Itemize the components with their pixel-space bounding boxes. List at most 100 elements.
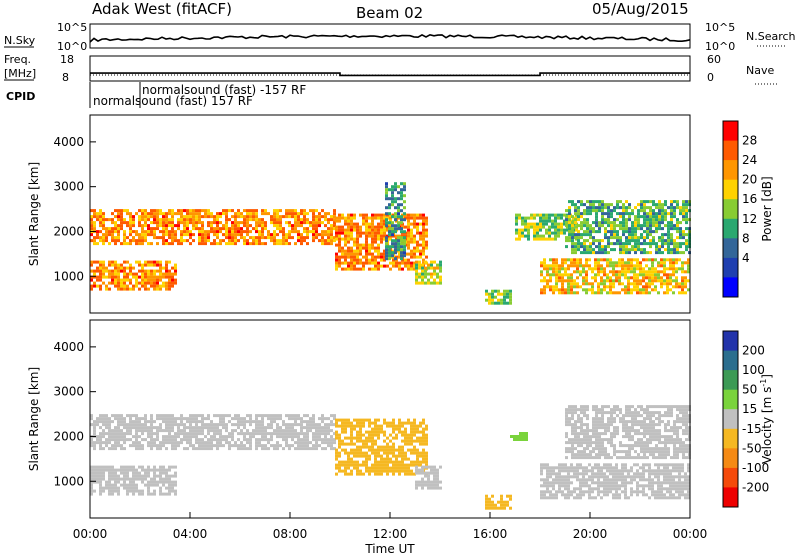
power-cell [415, 275, 418, 279]
power-cell [606, 273, 609, 277]
velocity-cell [404, 430, 407, 434]
power-cell [388, 233, 391, 237]
velocity-cell [132, 489, 135, 493]
velocity-cell [567, 493, 570, 497]
velocity-cell [129, 420, 132, 424]
velocity-cell [150, 480, 153, 484]
velocity-cell [315, 423, 318, 427]
velocity-cell [628, 444, 631, 448]
power-cell [347, 222, 350, 226]
power-cell [660, 285, 663, 289]
power-cell [524, 219, 527, 223]
power-cell [153, 218, 156, 222]
power-cell [658, 221, 661, 225]
velocity-cell [488, 497, 491, 501]
velocity-cell [652, 432, 655, 436]
velocity-cell [356, 418, 359, 422]
power-cell [392, 213, 395, 217]
power-cell [588, 264, 591, 268]
power-cell [657, 276, 660, 280]
power-cell [288, 209, 291, 213]
velocity-cell [646, 429, 649, 433]
power-cell [615, 279, 618, 283]
velocity-cell [93, 471, 96, 475]
velocity-cell [648, 496, 651, 500]
power-cell [628, 218, 631, 222]
velocity-cell [577, 444, 580, 448]
power-cell [192, 212, 195, 216]
power-cell [397, 212, 400, 216]
power-cell [503, 298, 506, 302]
velocity-cell [540, 463, 543, 467]
power-cell [503, 292, 506, 296]
power-cell [162, 281, 165, 285]
power-cell [646, 251, 649, 255]
velocity-cell [675, 484, 678, 488]
velocity-cell [156, 444, 159, 448]
power-cell [198, 233, 201, 237]
velocity-cell [135, 429, 138, 433]
power-cell [165, 284, 168, 288]
power-cell [213, 242, 216, 246]
velocity-cell [630, 478, 633, 482]
power-cell [297, 221, 300, 225]
power-cell [589, 248, 592, 252]
power-cell [573, 270, 576, 274]
power-cell [249, 218, 252, 222]
velocity-cell [192, 420, 195, 424]
power-cell [433, 278, 436, 282]
velocity-cell [153, 471, 156, 475]
velocity-cell [356, 433, 359, 437]
velocity-cell [586, 429, 589, 433]
power-cell [129, 227, 132, 231]
power-cell [338, 225, 341, 229]
velocity-cell [306, 414, 309, 418]
velocity-cell [425, 454, 428, 458]
velocity-cell [162, 429, 165, 433]
power-cell [676, 227, 679, 231]
velocity-cell [398, 448, 401, 452]
velocity-cell [616, 429, 619, 433]
velocity-cell [582, 490, 585, 494]
power-cell [168, 233, 171, 237]
velocity-cell [413, 430, 416, 434]
power-cell [595, 239, 598, 243]
velocity-cell [141, 429, 144, 433]
power-cell [297, 230, 300, 234]
velocity-cell [306, 441, 309, 445]
power-cell [93, 221, 96, 225]
power-cell [627, 267, 630, 271]
power-cell [589, 227, 592, 231]
velocity-cell [344, 463, 347, 467]
velocity-cell [540, 478, 543, 482]
velocity-cell [583, 450, 586, 454]
power-cell [679, 245, 682, 249]
velocity-cell [552, 478, 555, 482]
power-cell [621, 270, 624, 274]
velocity-cell [335, 451, 338, 455]
power-cell [607, 242, 610, 246]
power-cell [679, 242, 682, 246]
power-cell [592, 230, 595, 234]
velocity-cell [168, 486, 171, 490]
power-cell [165, 218, 168, 222]
velocity-cell [398, 424, 401, 428]
power-cell [123, 278, 126, 282]
velocity-cell [114, 438, 117, 442]
velocity-cell [341, 424, 344, 428]
velocity-cell [606, 490, 609, 494]
power-cell [410, 216, 413, 220]
power-cell [353, 240, 356, 244]
velocity-cell [601, 450, 604, 454]
velocity-cell [597, 472, 600, 476]
power-cell [634, 206, 637, 210]
power-cell [186, 209, 189, 213]
velocity-cell [586, 444, 589, 448]
power-cell [383, 213, 386, 217]
power-cell [643, 236, 646, 240]
power-cell [557, 225, 560, 229]
power-cell [264, 242, 267, 246]
velocity-cell [246, 420, 249, 424]
power-cell [114, 269, 117, 273]
velocity-cell [330, 423, 333, 427]
